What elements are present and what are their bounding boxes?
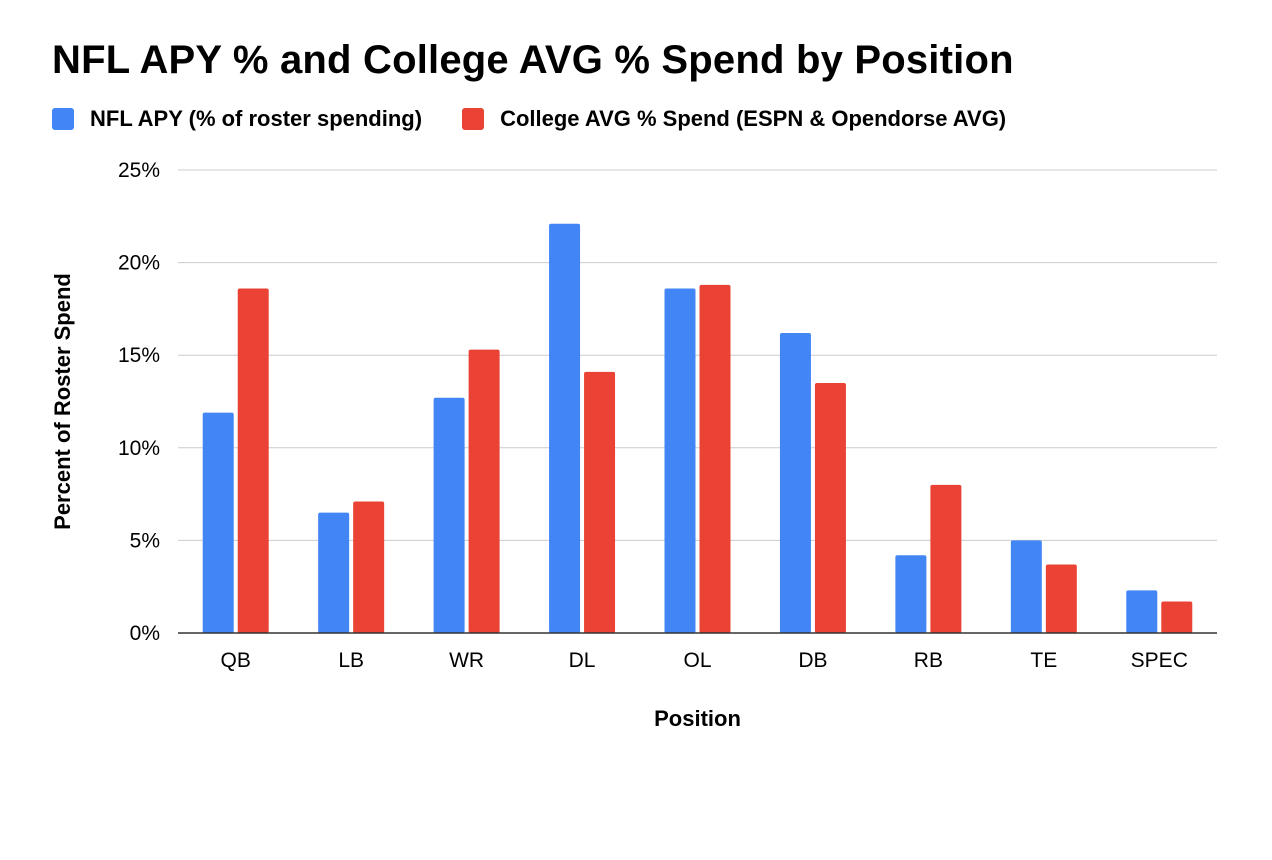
bar-te-college[interactable] [1045,564,1077,633]
bar-qb-nfl[interactable] [202,412,234,633]
bar-wr-nfl[interactable] [433,397,465,633]
bar-ol-college[interactable] [699,284,731,633]
x-tick-label-wr: WR [449,649,484,672]
bar-wr-college[interactable] [468,349,500,633]
legend-item-nfl[interactable]: NFL APY (% of roster spending) [52,106,422,132]
y-tick-label-0: 0% [130,622,160,645]
y-tick-label-15: 15% [118,344,160,367]
chart-title: NFL APY % and College AVG % Spend by Pos… [52,38,1014,82]
x-axis-title: Position [654,706,741,731]
legend-item-college[interactable]: College AVG % Spend (ESPN & Opendorse AV… [462,106,1006,132]
bar-rb-college[interactable] [930,484,962,633]
x-tick-label-db: DB [798,649,827,672]
x-tick-label-rb: RB [914,649,943,672]
legend-swatch-college [462,108,485,130]
legend-label-nfl: NFL APY (% of roster spending) [90,106,423,131]
bar-lb-college[interactable] [353,501,385,633]
x-tick-label-dl: DL [569,649,596,672]
y-tick-label-5: 5% [130,529,160,552]
bar-db-nfl[interactable] [779,332,811,633]
bar-qb-college[interactable] [237,288,269,633]
legend-label-college: College AVG % Spend (ESPN & Opendorse AV… [500,106,1007,131]
bar-spec-college[interactable] [1161,601,1193,633]
x-tick-label-qb: QB [221,649,251,672]
bar-dl-nfl[interactable] [549,223,581,633]
x-tick-label-spec: SPEC [1131,649,1188,672]
bar-db-college[interactable] [814,382,846,633]
bar-spec-nfl[interactable] [1126,590,1158,633]
x-tick-label-ol: OL [683,649,711,672]
y-tick-label-10: 10% [118,437,160,460]
bar-ol-nfl[interactable] [664,288,696,633]
y-axis-title: Percent of Roster Spend [50,273,75,530]
bar-te-nfl[interactable] [1010,540,1042,633]
legend-swatch-nfl [52,108,74,130]
y-tick-label-25: 25% [118,159,160,182]
x-tick-label-te: TE [1030,649,1057,672]
bar-rb-nfl[interactable] [895,555,927,633]
y-tick-label-20: 20% [118,252,160,275]
legend: NFL APY (% of roster spending) College A… [52,106,1046,132]
bar-dl-college[interactable] [584,371,616,633]
bar-lb-nfl[interactable] [318,512,350,633]
x-tick-label-lb: LB [338,649,364,672]
